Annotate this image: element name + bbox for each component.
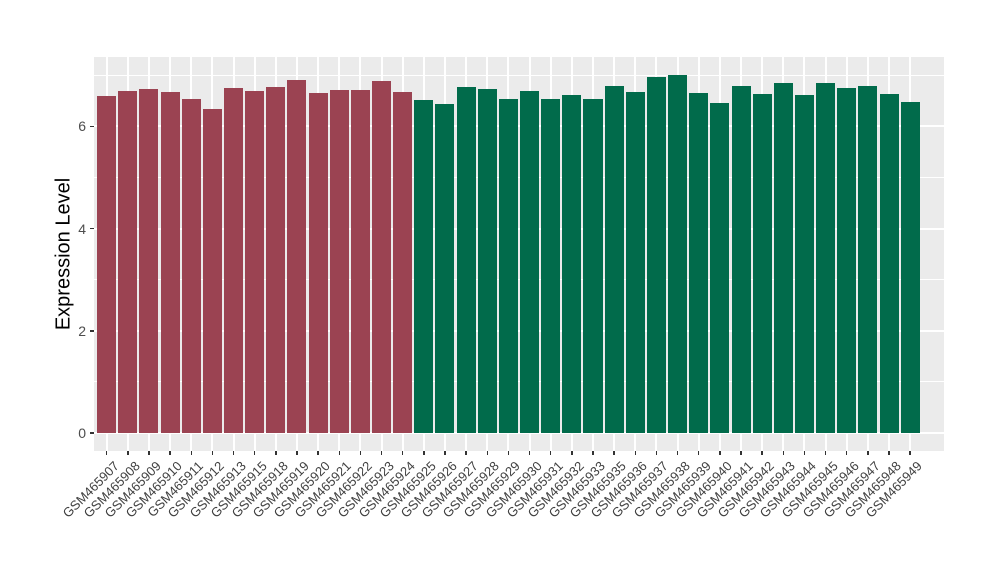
x-tick-mark-GSM465928	[486, 451, 489, 455]
bar-GSM465932	[562, 94, 582, 433]
bar-GSM465921	[329, 90, 349, 433]
major-gridline-y-6	[94, 125, 944, 128]
minor-gridline-y-7	[94, 74, 944, 76]
y-axis-title: Expression Level	[52, 177, 75, 331]
x-tick-mark-GSM465911	[190, 451, 192, 455]
bar-GSM465922	[350, 90, 370, 433]
x-tick-mark-GSM465948	[888, 451, 890, 455]
bar-GSM465923	[372, 81, 392, 433]
bar-GSM465940	[710, 102, 730, 433]
y-tick-label-6: 6	[78, 118, 86, 135]
x-tick-mark-GSM465922	[359, 451, 362, 455]
x-tick-mark-GSM465938	[676, 451, 679, 455]
x-tick-mark-GSM465949	[909, 451, 911, 455]
x-tick-mark-GSM465943	[782, 451, 785, 455]
x-tick-mark-GSM465933	[592, 451, 594, 455]
bar-GSM465910	[160, 92, 180, 433]
bar-GSM465949	[900, 101, 920, 433]
minor-gridline-y-3	[94, 279, 944, 281]
bar-GSM465911	[181, 99, 201, 433]
bar-GSM465915	[245, 90, 265, 433]
x-tick-mark-GSM465936	[634, 451, 637, 455]
bar-GSM465924	[393, 92, 413, 433]
bar-GSM465937	[646, 76, 666, 433]
x-tick-mark-GSM465940	[719, 451, 721, 455]
x-tick-mark-GSM465941	[740, 451, 742, 455]
bar-GSM465939	[689, 92, 709, 433]
x-tick-mark-GSM465923	[380, 451, 383, 455]
y-tick-label-4: 4	[78, 220, 86, 237]
x-tick-mark-GSM465915	[253, 451, 256, 455]
bar-GSM465928	[477, 89, 497, 433]
x-tick-mark-GSM465927	[465, 451, 467, 455]
x-tick-mark-GSM465937	[655, 451, 658, 455]
bar-GSM465913	[224, 88, 244, 433]
x-tick-mark-GSM465942	[761, 451, 763, 455]
bar-GSM465919	[287, 80, 307, 433]
minor-gridline-y-1	[94, 381, 944, 383]
x-tick-mark-GSM465946	[845, 451, 848, 455]
y-tick-mark-2	[90, 330, 94, 332]
bar-GSM465918	[266, 87, 286, 433]
bar-GSM465944	[794, 95, 814, 433]
y-tick-mark-0	[90, 432, 94, 434]
bar-GSM465927	[456, 86, 476, 433]
bar-GSM465935	[604, 85, 624, 433]
major-gridline-y-4	[94, 227, 944, 230]
y-tick-label-0: 0	[78, 425, 86, 441]
minor-gridline-y-5	[94, 177, 944, 178]
major-gridline-y-0	[94, 432, 944, 434]
bar-GSM465926	[435, 103, 455, 433]
x-tick-mark-GSM465925	[423, 451, 425, 455]
x-tick-mark-GSM465912	[211, 451, 214, 455]
major-gridline-y-2	[94, 329, 944, 332]
bar-GSM465920	[308, 92, 328, 433]
x-tick-mark-GSM465944	[803, 451, 806, 455]
x-tick-mark-GSM465907	[105, 451, 108, 455]
x-tick-mark-GSM465919	[296, 451, 298, 455]
y-tick-label-2: 2	[78, 322, 86, 339]
x-tick-mark-GSM465913	[232, 451, 235, 455]
x-tick-mark-GSM465920	[317, 451, 319, 455]
bar-GSM465942	[752, 94, 772, 433]
bar-GSM465946	[837, 88, 857, 433]
bar-GSM465929	[498, 98, 518, 433]
bar-GSM465936	[625, 92, 645, 433]
x-tick-mark-GSM465932	[571, 451, 573, 455]
x-tick-mark-GSM465931	[549, 451, 552, 455]
y-tick-mark-4	[90, 227, 94, 230]
bar-GSM465907	[97, 95, 117, 433]
x-tick-mark-GSM465945	[824, 451, 827, 455]
x-tick-mark-GSM465921	[338, 451, 341, 455]
x-tick-mark-GSM465909	[148, 451, 150, 455]
plot-panel	[94, 57, 944, 451]
bar-GSM465931	[541, 98, 561, 433]
bar-GSM465908	[118, 90, 138, 433]
bar-GSM465947	[858, 85, 878, 433]
x-tick-mark-GSM465908	[127, 451, 129, 455]
bar-GSM465948	[879, 94, 899, 433]
x-tick-mark-GSM465910	[169, 451, 171, 455]
x-tick-mark-GSM465929	[507, 451, 510, 455]
y-tick-mark-6	[90, 125, 94, 128]
bar-GSM465930	[520, 91, 540, 433]
bar-GSM465941	[731, 85, 751, 433]
bar-GSM465912	[202, 108, 222, 433]
x-tick-mark-GSM465918	[275, 451, 277, 455]
bar-GSM465938	[668, 74, 688, 433]
x-tick-mark-GSM465935	[613, 451, 615, 455]
bar-GSM465943	[773, 82, 793, 433]
bar-GSM465909	[139, 89, 159, 433]
x-tick-mark-GSM465924	[401, 451, 404, 455]
bar-GSM465925	[414, 100, 434, 433]
x-tick-mark-GSM465930	[528, 451, 531, 455]
x-tick-mark-GSM465939	[697, 451, 700, 455]
bar-GSM465933	[583, 98, 603, 433]
x-tick-mark-GSM465947	[867, 451, 869, 455]
bar-GSM465945	[816, 83, 836, 433]
x-tick-mark-GSM465926	[444, 451, 446, 455]
